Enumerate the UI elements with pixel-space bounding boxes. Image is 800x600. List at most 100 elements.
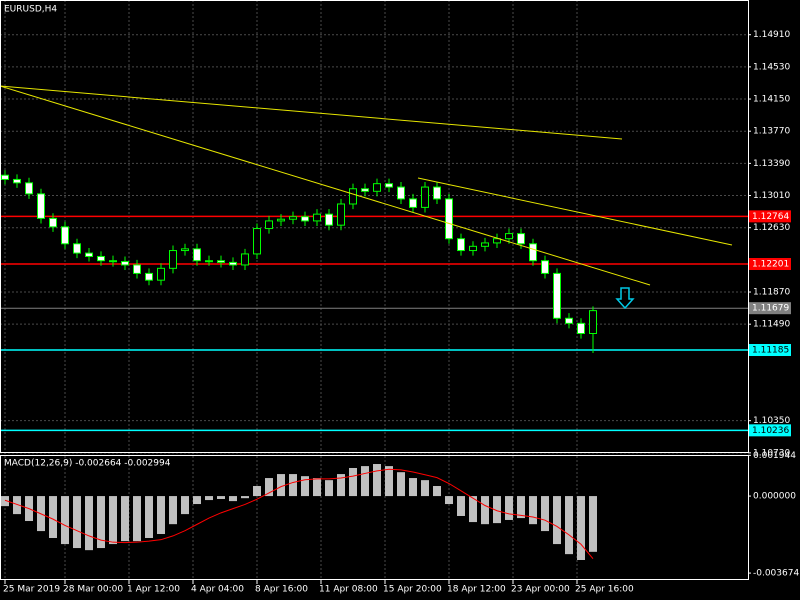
macd-bar bbox=[85, 496, 93, 551]
macd-bar bbox=[553, 496, 561, 545]
candle-body bbox=[205, 260, 213, 263]
candle-body bbox=[277, 218, 285, 222]
macd-bar bbox=[145, 496, 153, 538]
level-label: 1.10236 bbox=[752, 426, 789, 436]
macd-bar bbox=[349, 467, 357, 497]
level-label-box bbox=[749, 344, 791, 357]
y-tick-label: 1.14910 bbox=[753, 30, 790, 40]
x-tick-label: 18 Apr 12:00 bbox=[447, 585, 506, 595]
macd-bar bbox=[589, 496, 597, 552]
macd-bar bbox=[97, 496, 105, 549]
y-tick-label: -0.003674 bbox=[753, 569, 799, 579]
candle-body bbox=[349, 188, 357, 205]
macd-bar bbox=[469, 496, 477, 523]
candle-body bbox=[73, 243, 81, 254]
candle-body bbox=[481, 242, 489, 247]
macd-bar bbox=[193, 496, 201, 505]
y-tick-label: 0.001944 bbox=[753, 451, 796, 461]
candle-body bbox=[469, 245, 477, 252]
macd-bar bbox=[529, 496, 537, 525]
macd-bar bbox=[505, 496, 513, 520]
candle-body bbox=[397, 186, 405, 200]
macd-bar bbox=[265, 478, 273, 497]
macd-bar bbox=[121, 496, 129, 542]
candle-body bbox=[361, 188, 369, 192]
macd-title: MACD(12,26,9) -0.002664 -0.002994 bbox=[4, 459, 171, 469]
grid-layer bbox=[0, 0, 748, 580]
x-tick-label: 25 Mar 2019 bbox=[3, 585, 60, 595]
macd-bar bbox=[217, 496, 225, 500]
macd-bar bbox=[1, 496, 9, 507]
level-label-box bbox=[749, 210, 791, 223]
macd-bar bbox=[289, 474, 297, 497]
candle-body bbox=[265, 220, 273, 230]
macd-bar bbox=[301, 476, 309, 497]
macd-bar bbox=[385, 466, 393, 497]
candle-body bbox=[193, 248, 201, 262]
macd-bar bbox=[13, 496, 21, 515]
candle-body bbox=[169, 250, 177, 269]
candle-body bbox=[409, 198, 417, 208]
y-tick-label: 1.13770 bbox=[753, 127, 790, 137]
candle-body bbox=[589, 310, 597, 334]
macd-bar bbox=[313, 478, 321, 497]
signal-line bbox=[4, 468, 594, 560]
y-tick-label: 1.11490 bbox=[753, 320, 790, 330]
candle-body bbox=[85, 252, 93, 257]
candle-body bbox=[325, 213, 333, 226]
macd-bar bbox=[409, 478, 417, 497]
candle-body bbox=[445, 198, 453, 240]
macd-bar bbox=[361, 466, 369, 497]
candle-body bbox=[121, 261, 129, 266]
mark-layer bbox=[0, 170, 748, 560]
macd-bar bbox=[205, 496, 213, 501]
macd-bar bbox=[541, 496, 549, 532]
macd-bar bbox=[277, 474, 285, 497]
candle-body bbox=[145, 272, 153, 281]
level-label: 1.11679 bbox=[752, 304, 789, 314]
x-tick-label: 1 Apr 12:00 bbox=[127, 585, 180, 595]
macd-bar bbox=[373, 464, 381, 497]
level-label-box bbox=[749, 302, 791, 315]
candle-body bbox=[181, 248, 189, 252]
x-tick-label: 15 Apr 20:00 bbox=[383, 585, 442, 595]
trend-line bbox=[0, 85, 651, 286]
trend-line bbox=[417, 177, 733, 246]
trend-line bbox=[0, 85, 623, 140]
macd-bar bbox=[577, 496, 585, 560]
candle-body bbox=[433, 186, 441, 200]
macd-bar bbox=[73, 496, 81, 549]
x-tick-label: 11 Apr 08:00 bbox=[319, 585, 378, 595]
candle-body bbox=[217, 260, 225, 263]
candle-body bbox=[337, 203, 345, 226]
candle-body bbox=[133, 264, 141, 274]
x-tick-label: 4 Apr 04:00 bbox=[191, 585, 244, 595]
macd-bar bbox=[517, 496, 525, 519]
x-tick-label: 8 Apr 16:00 bbox=[255, 585, 308, 595]
candle-body bbox=[373, 183, 381, 192]
macd-bar bbox=[181, 496, 189, 515]
macd-frame bbox=[0, 455, 749, 580]
candle-body bbox=[49, 217, 57, 228]
candle-body bbox=[241, 253, 249, 266]
y-tick-label: 1.13010 bbox=[753, 191, 790, 201]
candle-body bbox=[301, 216, 309, 222]
macd-bar bbox=[433, 486, 441, 497]
candle-body bbox=[289, 216, 297, 220]
y-tick-label: 1.10730 bbox=[753, 448, 790, 458]
candle-body bbox=[37, 193, 45, 219]
macd-bar bbox=[493, 496, 501, 524]
candle-body bbox=[505, 233, 513, 240]
candle-body bbox=[457, 238, 465, 252]
y-tick-label: 0.000000 bbox=[753, 492, 796, 502]
candle-body bbox=[25, 182, 33, 195]
y-tick-label: 1.14530 bbox=[753, 62, 790, 72]
candle-body bbox=[385, 183, 393, 188]
macd-bar bbox=[229, 496, 237, 502]
y-tick-label: 1.13390 bbox=[753, 159, 790, 169]
candle-body bbox=[541, 260, 549, 274]
candle-body bbox=[493, 238, 501, 244]
macd-bar bbox=[337, 474, 345, 497]
macd-bar bbox=[109, 496, 117, 545]
